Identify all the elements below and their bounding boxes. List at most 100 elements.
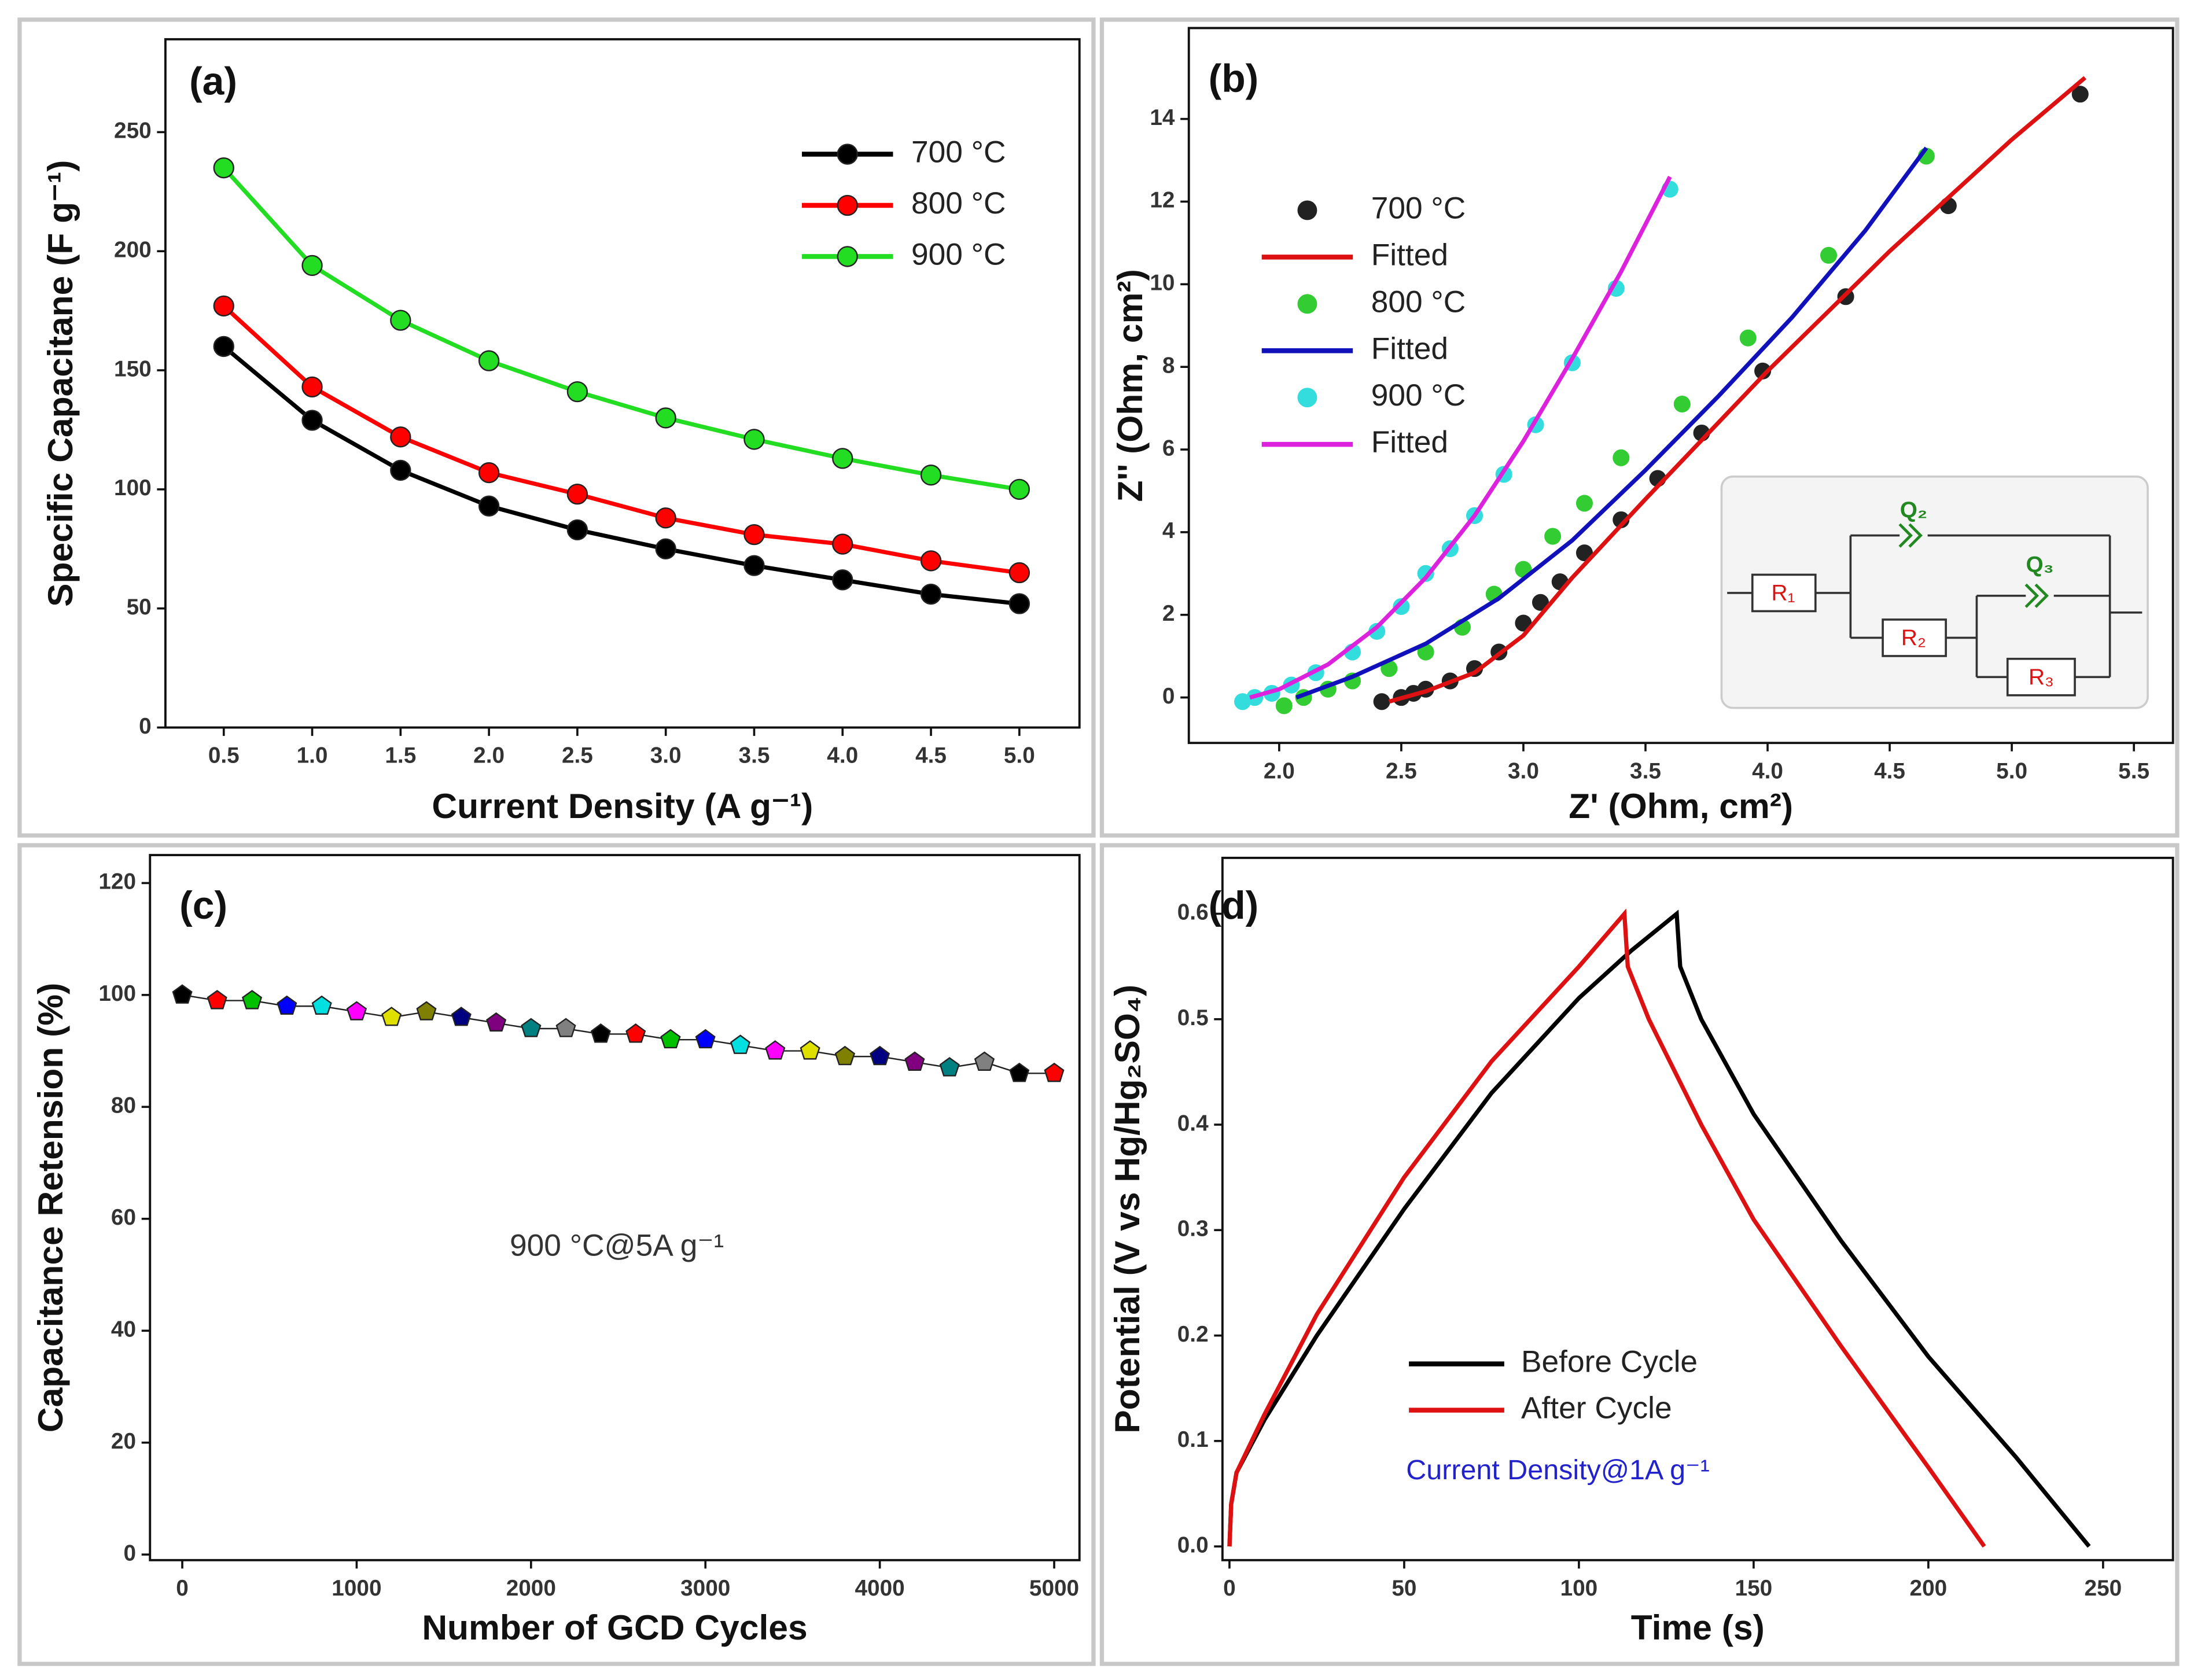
series-line xyxy=(222,345,1020,606)
y-tick-label: 0 xyxy=(1162,684,1175,709)
legend-marker xyxy=(1297,294,1317,314)
circuit-inset xyxy=(1720,476,2149,709)
x-tick-label: 3.0 xyxy=(1508,758,1539,783)
panel-title: (d) xyxy=(1209,884,1259,927)
series-line xyxy=(1227,908,1986,1548)
marker xyxy=(743,524,765,546)
marker xyxy=(590,1023,611,1043)
plot-frame xyxy=(164,38,1081,729)
marker xyxy=(730,1034,750,1054)
marker xyxy=(451,1007,472,1026)
series-line xyxy=(222,304,1020,575)
legend-label: 900 °C xyxy=(911,238,1006,272)
marker xyxy=(301,410,323,431)
series-line xyxy=(1295,146,1928,700)
x-tick-label: 2.0 xyxy=(473,743,505,768)
x-axis-label: Number of GCD Cycles xyxy=(422,1608,807,1647)
legend-label: 800 °C xyxy=(911,186,1006,220)
y-tick-label: 8 xyxy=(1162,353,1175,378)
x-tick-label: 1.5 xyxy=(385,743,416,768)
marker xyxy=(1820,246,1838,264)
y-tick-label: 50 xyxy=(127,595,152,620)
marker xyxy=(834,1045,856,1066)
resistor xyxy=(1751,573,1817,613)
marker xyxy=(939,1057,960,1077)
y-tick-label: 40 xyxy=(111,1317,136,1342)
y-tick-label: 0.0 xyxy=(1177,1532,1209,1557)
marker xyxy=(207,990,227,1010)
x-tick-label: 5.0 xyxy=(1004,743,1035,768)
x-tick-label: 2.0 xyxy=(1264,758,1295,783)
series-line xyxy=(1249,175,1672,700)
x-tick-label: 50 xyxy=(1392,1576,1416,1601)
circuit-label: R₁ xyxy=(1772,581,1795,606)
x-tick-label: 1.0 xyxy=(297,743,328,768)
circuit-label: Q₃ xyxy=(2026,552,2053,577)
marker xyxy=(1544,528,1562,545)
x-tick-label: 250 xyxy=(2085,1576,2122,1601)
plot-frame xyxy=(1187,27,2174,745)
x-tick-label: 3000 xyxy=(680,1576,730,1601)
marker xyxy=(765,1040,786,1060)
cpe-symbol xyxy=(2024,583,2049,608)
x-tick-label: 0 xyxy=(1223,1576,1236,1601)
marker xyxy=(743,429,765,450)
y-tick-label: 60 xyxy=(111,1205,136,1230)
y-axis-label: Specific Capacitane (F g⁻¹) xyxy=(41,160,80,607)
marker xyxy=(1613,449,1630,466)
marker xyxy=(478,495,500,517)
x-tick-label: 0 xyxy=(176,1576,189,1601)
y-tick-label: 0.4 xyxy=(1177,1111,1209,1136)
y-tick-label: 200 xyxy=(114,237,152,262)
legend-label: Before Cycle xyxy=(1521,1345,1698,1379)
marker xyxy=(655,538,676,559)
legend-label: 700 °C xyxy=(911,135,1006,170)
panel-frame xyxy=(17,17,1096,838)
x-tick-label: 4.5 xyxy=(1874,758,1905,783)
marker xyxy=(1008,478,1030,500)
marker xyxy=(660,1029,681,1049)
marker xyxy=(920,583,942,605)
legend-label: 900 °C xyxy=(1371,378,1466,412)
marker xyxy=(213,336,234,358)
x-tick-label: 100 xyxy=(1560,1576,1598,1601)
y-tick-label: 0.6 xyxy=(1177,900,1209,925)
x-tick-label: 150 xyxy=(1735,1576,1773,1601)
marker xyxy=(904,1051,925,1071)
x-tick-label: 2.5 xyxy=(562,743,593,768)
marker xyxy=(832,448,853,469)
marker xyxy=(1368,622,1386,640)
resistor xyxy=(1882,618,1947,657)
marker xyxy=(1739,329,1757,347)
legend-label: Fitted xyxy=(1371,238,1448,272)
marker xyxy=(920,465,942,486)
x-tick-label: 2.5 xyxy=(1386,758,1417,783)
marker xyxy=(390,459,411,481)
marker xyxy=(1613,511,1630,529)
marker xyxy=(1009,1062,1030,1082)
y-tick-label: 100 xyxy=(114,476,152,500)
x-tick-label: 2000 xyxy=(506,1576,556,1601)
y-tick-label: 2 xyxy=(1162,601,1175,626)
x-tick-label: 4.0 xyxy=(827,743,858,768)
legend-marker xyxy=(1297,200,1317,220)
y-tick-label: 0.1 xyxy=(1177,1427,1209,1452)
circuit-label: R₂ xyxy=(1901,625,1926,650)
marker xyxy=(555,1018,576,1037)
series-line xyxy=(1388,76,2087,704)
legend-marker xyxy=(837,143,858,165)
y-tick-label: 0 xyxy=(139,714,152,739)
marker xyxy=(1373,693,1390,710)
legend-label: 800 °C xyxy=(1371,285,1466,319)
x-tick-label: 3.0 xyxy=(650,743,682,768)
circuit-label: Q₂ xyxy=(1900,498,1927,523)
panel-frame xyxy=(1099,17,2180,838)
y-tick-label: 150 xyxy=(114,356,152,381)
y-tick-label: 100 xyxy=(98,981,136,1006)
x-tick-label: 1000 xyxy=(332,1576,381,1601)
panel-title: (b) xyxy=(1209,57,1259,100)
x-tick-label: 4.0 xyxy=(1752,758,1783,783)
